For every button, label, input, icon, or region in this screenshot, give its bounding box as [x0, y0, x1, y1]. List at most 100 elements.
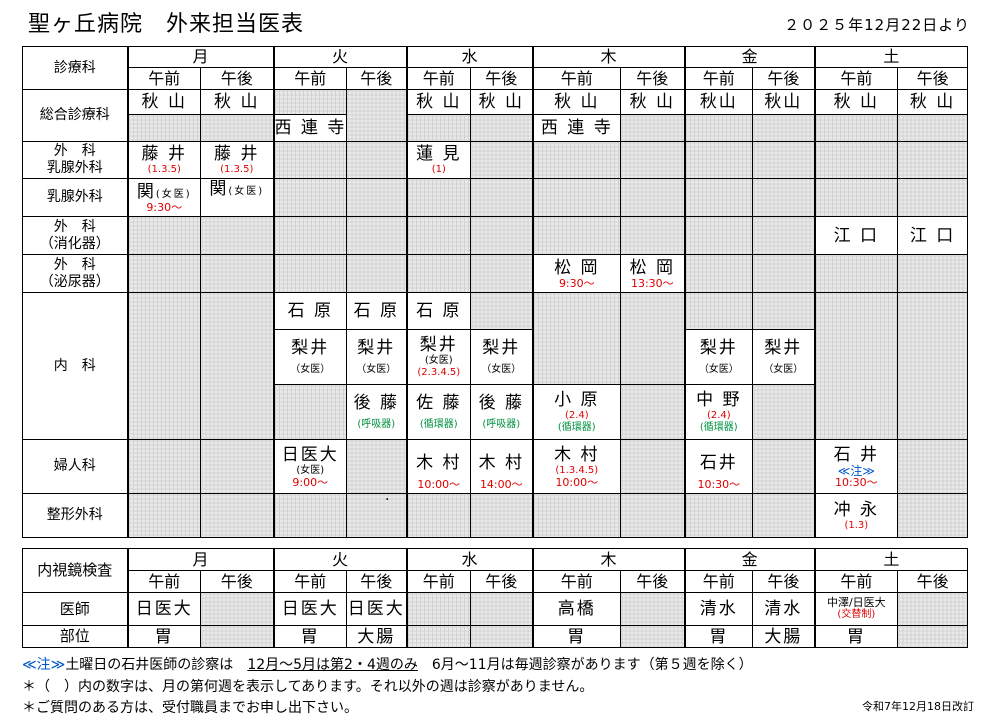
doctor-name: 日医大 — [281, 444, 339, 465]
dept-header: 診療科 — [22, 46, 128, 90]
empty-cell — [346, 216, 408, 255]
doctor-name: 梨井 — [357, 338, 396, 358]
empty-cell — [683, 141, 754, 179]
empty-cell — [620, 625, 686, 648]
fri-am: 午前 — [683, 67, 754, 90]
day-fri: 金 — [683, 548, 816, 571]
empty-cell — [620, 141, 686, 179]
specialty-note: (循環器) — [419, 419, 458, 430]
tue-pm: 午後 — [346, 570, 408, 593]
day-wed: 水 — [405, 548, 534, 571]
doctor-label: 医師 — [22, 592, 128, 626]
doctor-cell: 日医大 — [272, 592, 348, 626]
doctor-name: 梨井 — [291, 338, 330, 358]
site-label: 部位 — [22, 625, 128, 648]
empty-cell — [199, 254, 275, 293]
dept-label: 乳腺外科 — [46, 160, 103, 176]
day-mon: 月 — [126, 46, 275, 68]
empty-cell — [531, 216, 622, 255]
site-cell: 胃 — [126, 625, 201, 648]
empty-cell — [620, 292, 686, 385]
doctor-name: 冲 永 — [833, 499, 880, 520]
empty-cell — [199, 493, 275, 538]
dept-urology: 外 科（泌尿器） — [22, 254, 128, 293]
time-note: 10:30〜 — [697, 477, 741, 491]
site-cell: 胃 — [813, 625, 899, 648]
empty-cell — [470, 178, 534, 217]
dept-label: （泌尿器） — [39, 273, 110, 290]
mon-pm: 午後 — [199, 67, 275, 90]
doctor-name: 石 井 — [833, 444, 880, 465]
doctor-cell: 松 岡 9:30〜 — [531, 254, 622, 293]
doctor-cell: 梨井 (女医) (2.3.4.5) — [405, 329, 472, 385]
empty-cell — [405, 254, 472, 293]
time-note: 9:00〜 — [292, 475, 329, 489]
empty-cell — [897, 493, 969, 538]
dept-internal: 内 科 — [22, 292, 128, 440]
doctor-name: 蓮 見 — [416, 144, 462, 164]
doctor-name: 梨井 — [482, 338, 521, 358]
empty-cell — [752, 384, 816, 440]
day-mon: 月 — [126, 548, 275, 571]
day-thu: 木 — [531, 548, 686, 571]
doctor-cell: 日医大 — [346, 592, 408, 626]
doctor-cell: 後 藤 (呼吸器) — [346, 384, 408, 440]
week-note: (2.4) — [706, 410, 731, 421]
doctor-cell: 石 原 — [405, 292, 472, 330]
empty-cell — [752, 114, 816, 142]
empty-cell — [126, 439, 201, 494]
empty-cell — [199, 439, 275, 494]
day-thu: 木 — [531, 46, 686, 68]
week-note: (1) — [431, 164, 446, 175]
tue-am: 午前 — [272, 67, 348, 90]
empty-cell — [620, 178, 686, 217]
doctor-cell: 秋 山 — [531, 89, 622, 115]
empty-cell — [346, 89, 408, 142]
dept-label: 外 科 — [53, 256, 96, 273]
empty-cell — [897, 592, 969, 626]
doctor-cell: 中澤/日医大 (交替制) — [813, 592, 899, 626]
effective-date: ２０２５年12月22日より — [784, 16, 970, 34]
week-note: (1.3.5) — [220, 164, 254, 175]
page-title: 聖ヶ丘病院 外来担当医表 — [28, 12, 305, 37]
empty-cell — [531, 292, 622, 385]
empty-cell — [346, 178, 408, 217]
note-underlined: 12月〜5月は第2・4週のみ — [247, 657, 418, 673]
note-mark: ≪注≫ — [837, 463, 875, 478]
doctor-name: 木 村 — [416, 452, 462, 473]
dept-breast: 乳腺外科 — [22, 178, 128, 217]
empty-cell — [813, 178, 899, 217]
empty-cell — [897, 178, 969, 217]
sat-pm: 午後 — [897, 570, 969, 593]
site-cell: 大腸 — [752, 625, 816, 648]
wed-am: 午前 — [405, 67, 472, 90]
note-questions: ＊ご質問のある方は、受付職員までお申し出下さい。 — [22, 700, 358, 716]
stray-dot: . — [385, 488, 390, 504]
mon-pm: 午後 — [199, 570, 275, 593]
empty-cell — [405, 178, 472, 217]
empty-cell — [620, 592, 686, 626]
doctor-name: 中 野 — [696, 390, 742, 410]
specialty-note: (呼吸器) — [357, 419, 396, 430]
doctor-name: 藤 井 — [141, 144, 187, 164]
empty-cell — [199, 625, 275, 648]
doctor-name: 木 村 — [554, 444, 600, 465]
empty-cell — [897, 114, 969, 142]
day-wed: 水 — [405, 46, 534, 68]
empty-cell — [126, 292, 201, 440]
thu-am: 午前 — [531, 67, 622, 90]
female-note: （女医） — [356, 364, 397, 375]
empty-cell — [752, 439, 816, 494]
week-note: (2.4) — [564, 410, 589, 421]
mon-am: 午前 — [126, 570, 201, 593]
doctor-cell: 日医大 — [126, 592, 201, 626]
empty-cell — [272, 216, 348, 255]
empty-cell — [752, 493, 816, 538]
doctor-cell: 梨井 （女医） — [470, 329, 534, 385]
dept-gyn: 婦人科 — [22, 439, 128, 494]
time-note: 13:30〜 — [630, 276, 674, 290]
dept-label: （消化器） — [39, 235, 110, 252]
doctor-name: 中澤/日医大 — [826, 596, 886, 609]
doctor-cell: 梨井 （女医） — [346, 329, 408, 385]
empty-cell — [470, 114, 534, 142]
